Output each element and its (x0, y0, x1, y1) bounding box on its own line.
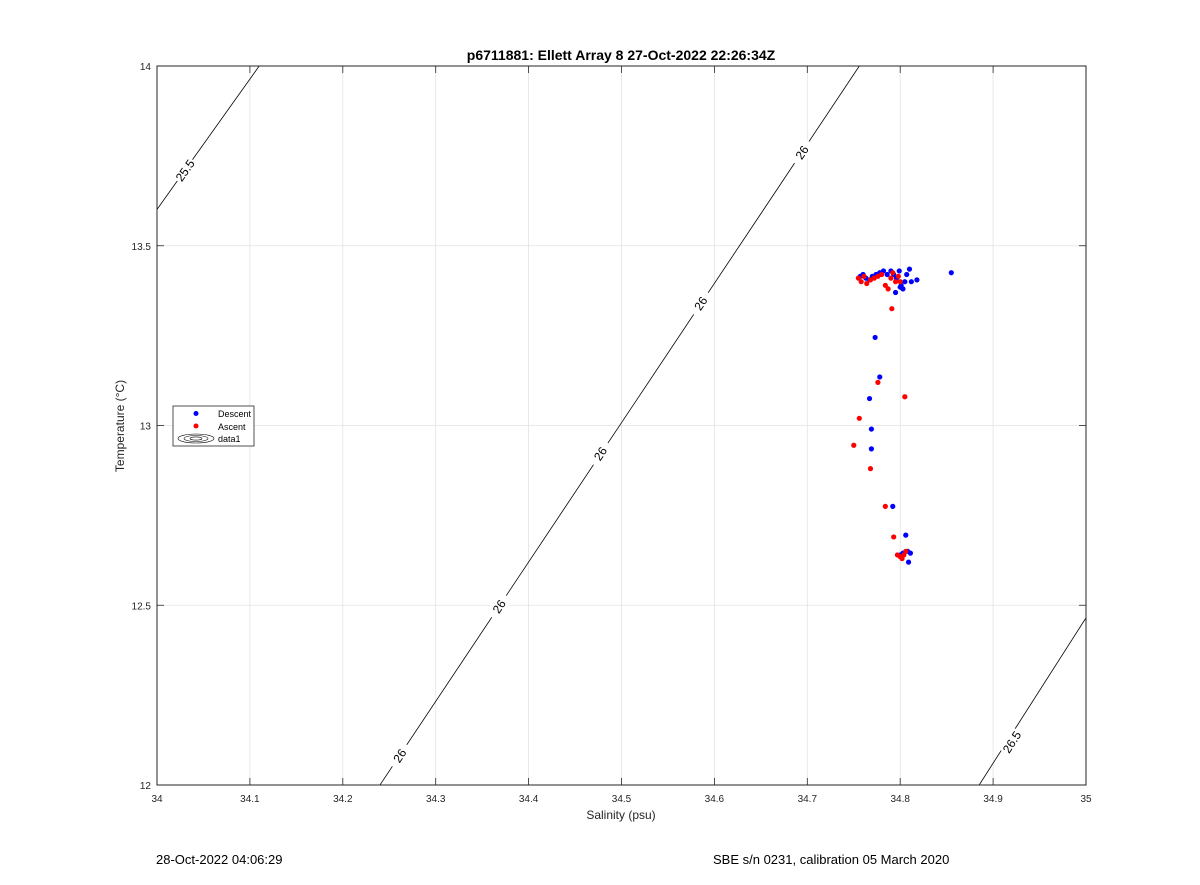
descent-point (908, 279, 914, 285)
descent-point (884, 271, 890, 278)
descent-point (905, 559, 912, 565)
descent-point (890, 503, 896, 509)
ascent-point (867, 466, 874, 472)
descent-point (896, 268, 902, 274)
density-contour-line (978, 617, 1086, 785)
ascent-point (864, 280, 870, 287)
contour-label-background (586, 438, 615, 469)
ascent-point (851, 442, 857, 448)
legend-data1-label: data1 (218, 434, 241, 444)
x-axis-label: Salinity (psu) (586, 808, 655, 822)
descent-point (892, 289, 899, 296)
ascent-point (888, 275, 894, 281)
ascent-point (882, 503, 888, 509)
ascent-point (903, 548, 909, 554)
ascent-point (861, 273, 867, 279)
contour-label-background (997, 726, 1026, 758)
x-tick-label: 34.5 (612, 794, 632, 805)
ascent-point (885, 286, 891, 292)
ascent-point (897, 279, 903, 285)
y-axis-label: Temperature (°C) (113, 380, 127, 472)
contour-label-background (787, 137, 816, 168)
x-tick-label: 34.7 (798, 794, 818, 805)
descent-point (903, 532, 909, 538)
x-tick-label: 34.1 (240, 794, 260, 805)
x-tick-label: 34.6 (705, 794, 725, 805)
x-tick-label: 34.3 (426, 794, 446, 805)
ascent-point (892, 279, 899, 285)
data-points (851, 266, 954, 565)
legend-descent-label: Descent (218, 409, 252, 419)
contour-label-background (686, 288, 715, 319)
legend-contour-icon (177, 433, 215, 444)
contour-label-background (485, 591, 513, 622)
ascent-point (855, 275, 861, 281)
legend-descent-marker (193, 411, 199, 416)
descent-point (877, 374, 883, 380)
descent-point (872, 334, 878, 341)
ascent-point (856, 415, 862, 421)
x-tick-label: 35 (1080, 794, 1092, 805)
ascent-point (858, 279, 864, 285)
contour-label-background (170, 155, 199, 186)
descent-point (897, 284, 903, 290)
descent-point (866, 395, 873, 402)
footer-calibration-note: SBE s/n 0231, calibration 05 March 2020 (713, 852, 950, 867)
descent-point (914, 277, 920, 283)
axis-ticks: 34 34.1 34.2 34.3 34.4 34.5 34.6 34.7 34.8 34.9 35… (132, 62, 1092, 805)
density-contour-line (379, 66, 860, 785)
ascent-point (899, 555, 905, 562)
ascent-point (895, 273, 901, 279)
descent-point (948, 270, 954, 276)
legend-ascent-label: Ascent (218, 422, 246, 432)
ascent-point (902, 394, 908, 400)
x-tick-label: 34.9 (983, 794, 1003, 805)
contour-label-background (385, 740, 414, 771)
x-tick-label: 34.4 (519, 794, 539, 805)
grid-lines (157, 66, 1086, 785)
ascent-point (891, 534, 897, 540)
y-tick-label: 12.5 (132, 601, 152, 612)
descent-point (868, 446, 875, 452)
ascent-point (875, 379, 881, 385)
ascent-point (890, 270, 896, 276)
descent-point (906, 266, 913, 272)
x-tick-label: 34.8 (890, 794, 910, 805)
ascent-point (882, 282, 888, 288)
descent-point (907, 550, 914, 556)
legend-ascent-marker (193, 423, 199, 429)
y-tick-label: 12 (140, 781, 152, 792)
y-tick-label: 13 (140, 422, 152, 433)
ascent-point (879, 271, 885, 278)
chart-legend: Descent Ascent data1 (172, 405, 255, 447)
ascent-point (889, 306, 895, 312)
chart-title: p6711881: Ellett Array 8 27-Oct-2022 22:… (467, 47, 776, 63)
descent-point (868, 426, 875, 432)
descent-point (902, 279, 908, 285)
y-tick-label: 14 (140, 62, 152, 73)
density-contour-line (157, 66, 260, 211)
x-tick-label: 34 (151, 794, 163, 805)
descent-point (904, 271, 910, 278)
x-tick-label: 34.2 (333, 794, 353, 805)
footer-timestamp: 28-Oct-2022 04:06:29 (156, 852, 283, 867)
y-tick-label: 13.5 (132, 242, 152, 253)
